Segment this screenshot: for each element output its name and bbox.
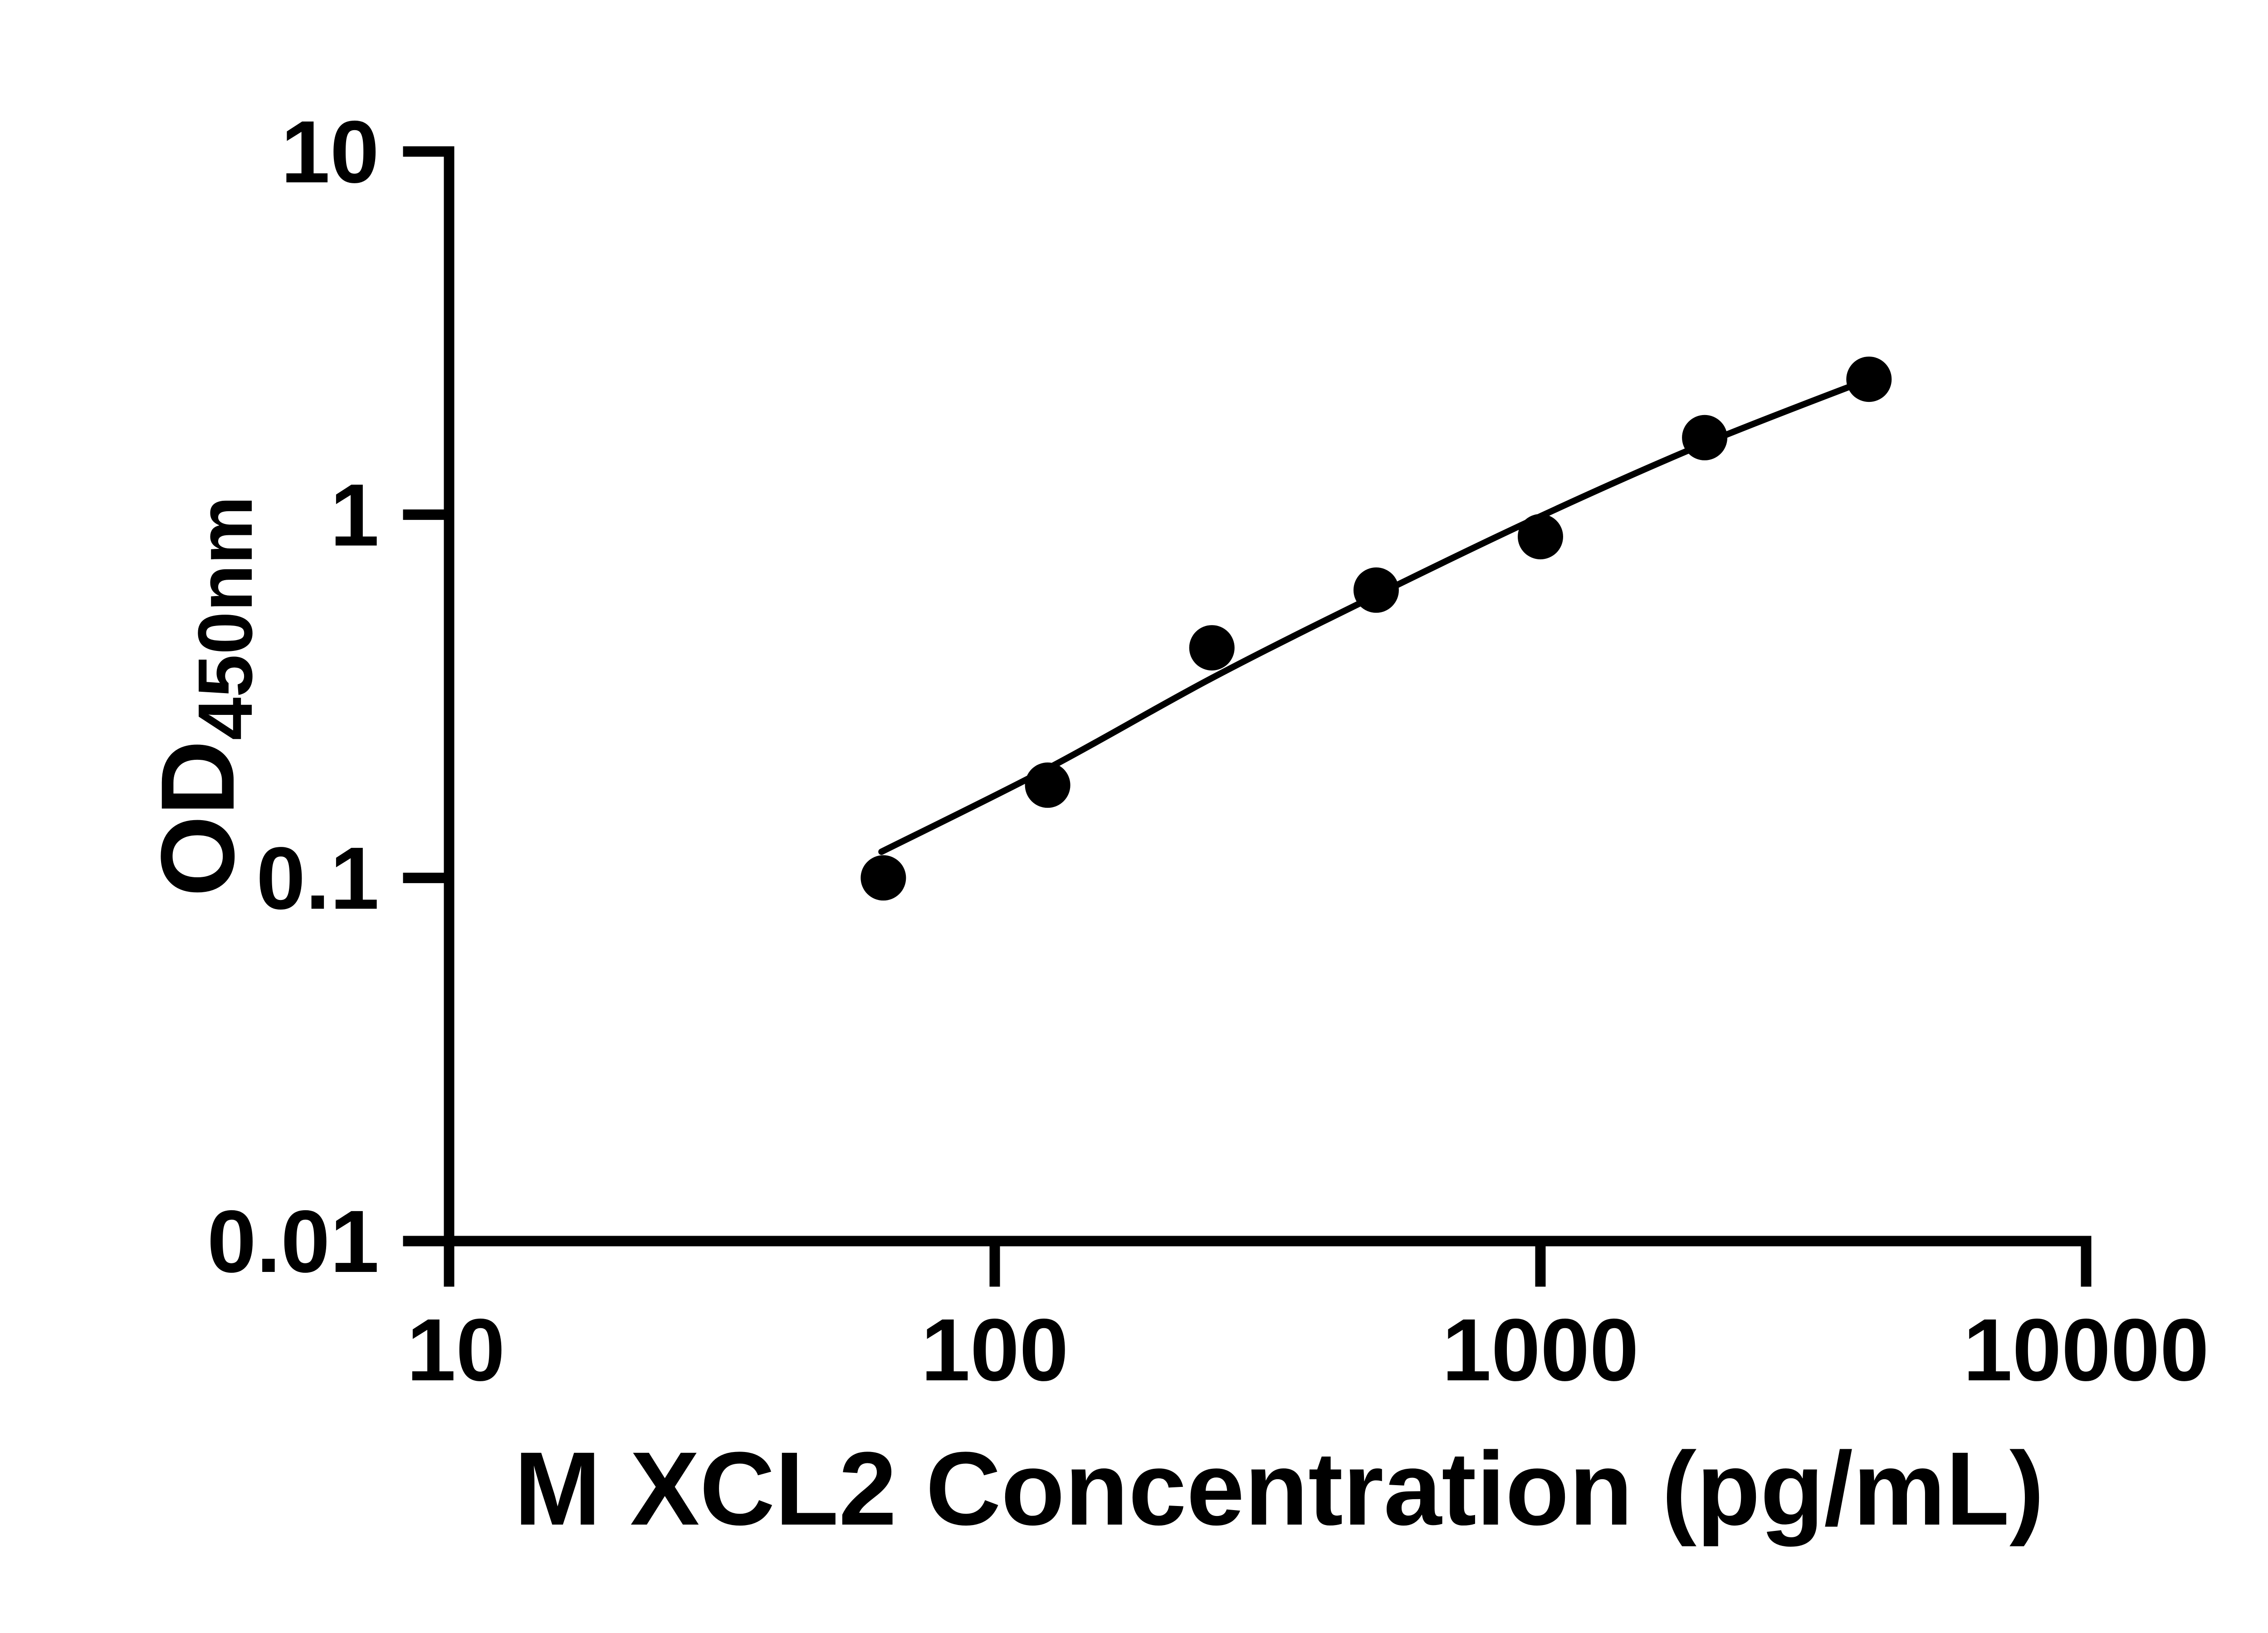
y-axis-title-subscript: 450nm [182,496,269,740]
x-tick-label: 10000 [1963,1301,2209,1399]
tick-label-layer: 10 1 0.1 0.01 10 100 1000 10000 [207,103,2209,1399]
axes-layer [403,146,2092,1287]
y-tick-label: 0.01 [207,1192,379,1291]
data-point [1518,514,1563,560]
x-tick-label: 100 [921,1301,1068,1399]
y-axis-title-main: OD [139,740,256,897]
y-tick-label: 10 [281,103,379,201]
y-axis-title: OD450nm [139,496,269,897]
x-tick-label: 10 [407,1301,505,1399]
x-tick-label: 1000 [1442,1301,1639,1399]
data-point [1189,625,1235,671]
data-point [1682,415,1728,460]
y-tick-label: 1 [330,466,379,565]
tick-layer [403,146,2092,1287]
data-point [1025,762,1070,808]
data-point [1846,357,1892,402]
y-tick-label: 0.1 [256,829,379,928]
data-point-layer [860,357,1892,901]
data-point [1353,567,1399,613]
data-point [860,855,906,901]
x-axis-title: M XCL2 Concentration (pg/mL) [514,1430,2044,1547]
